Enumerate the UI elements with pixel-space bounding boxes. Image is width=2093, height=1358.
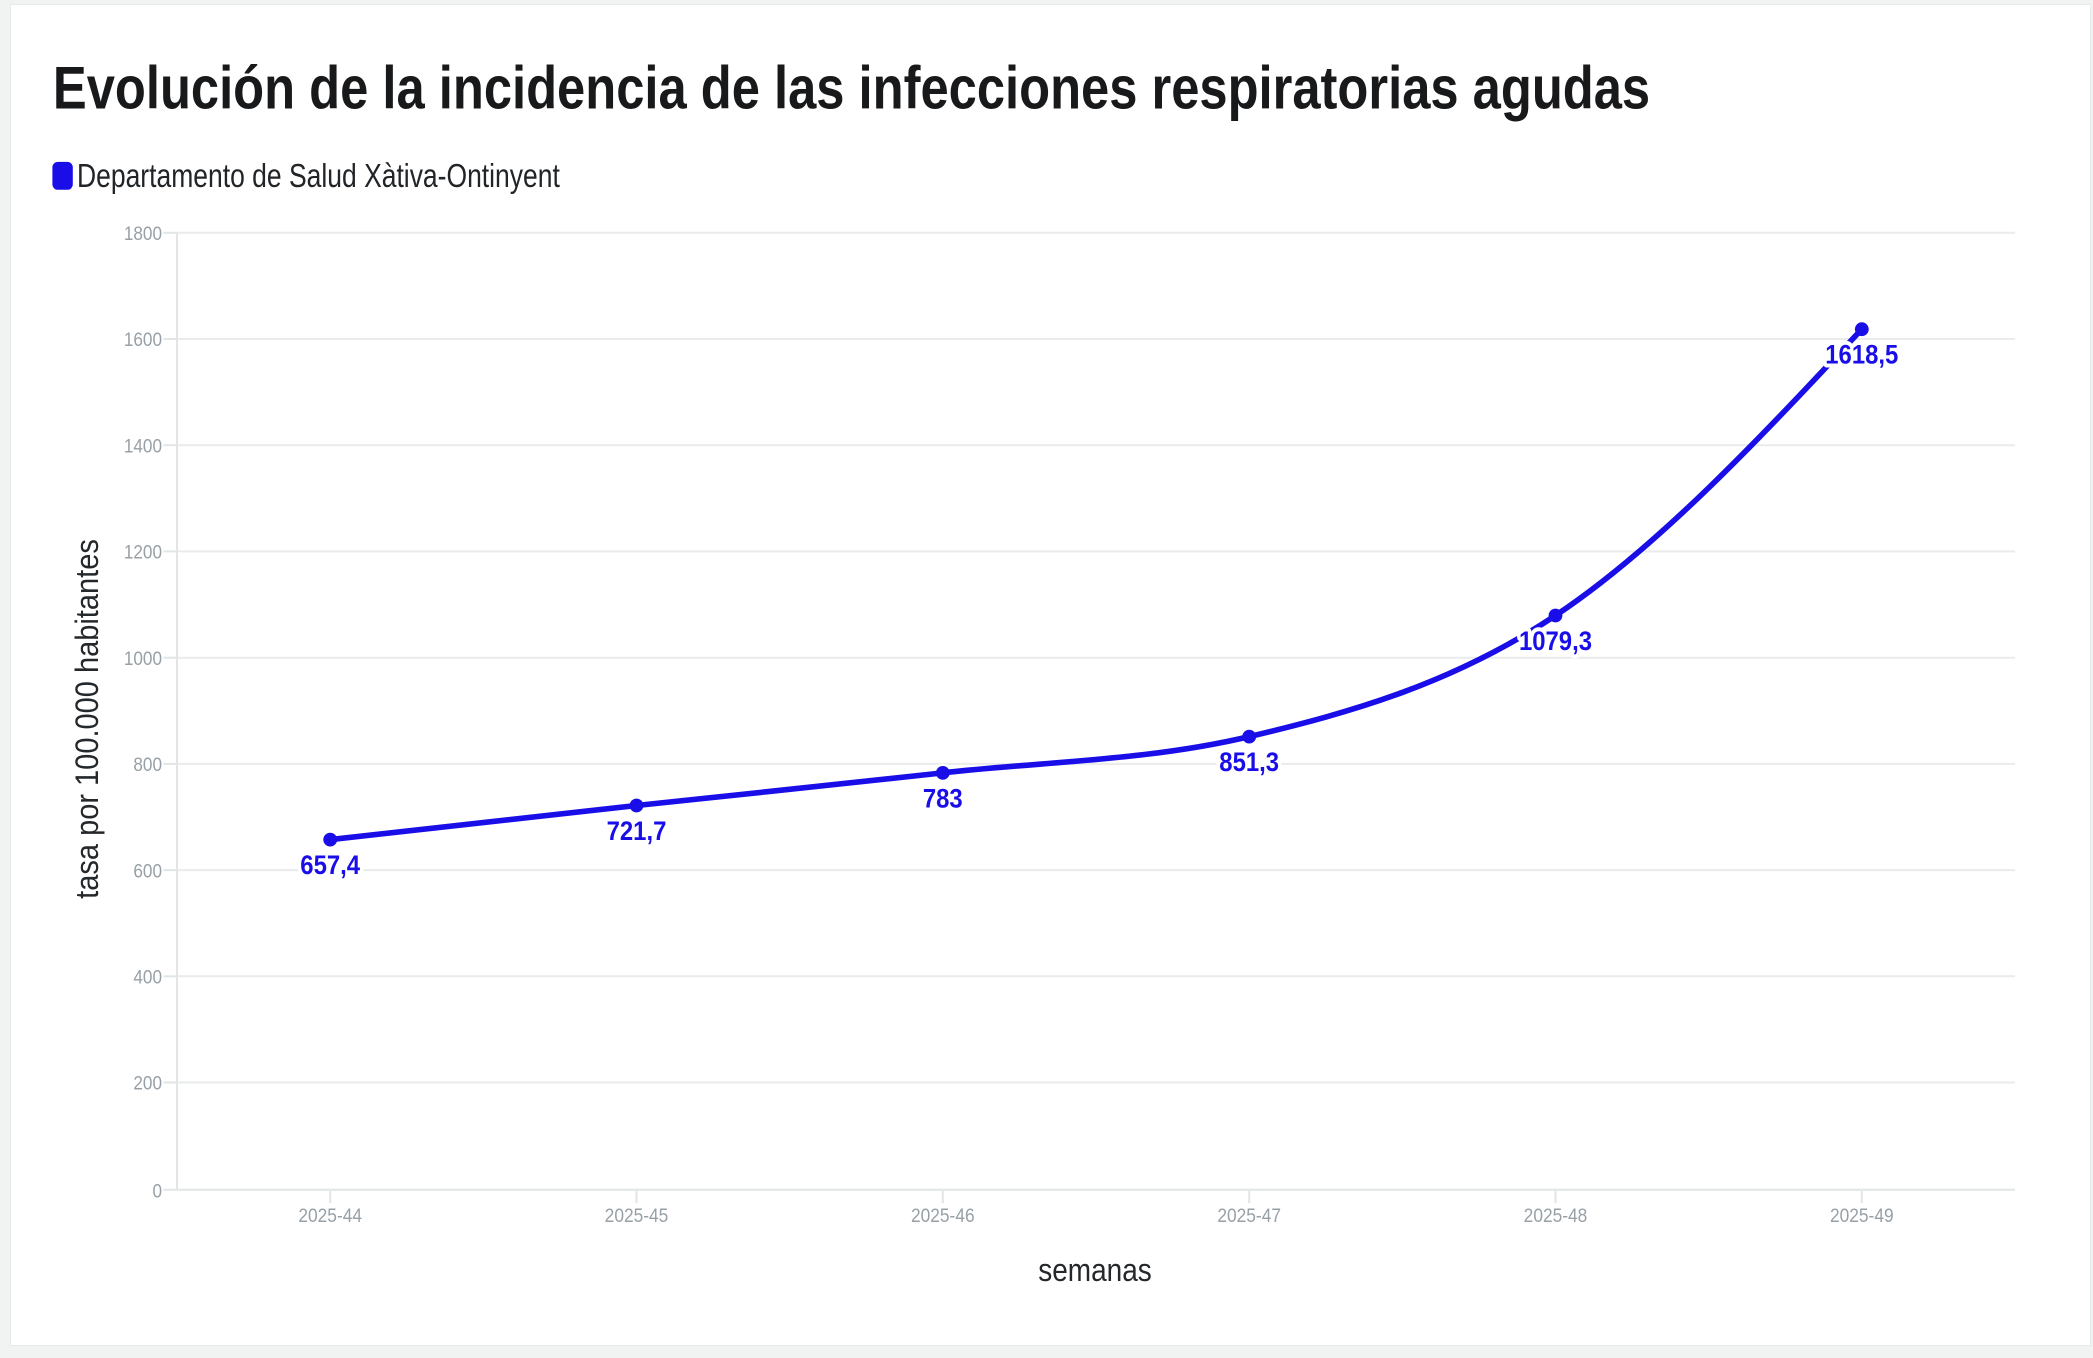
svg-text:2025-44: 2025-44 xyxy=(298,1204,362,1226)
svg-text:1400: 1400 xyxy=(124,434,162,456)
svg-text:2025-49: 2025-49 xyxy=(1830,1204,1894,1226)
svg-text:2025-46: 2025-46 xyxy=(911,1204,975,1226)
svg-text:600: 600 xyxy=(133,859,162,881)
svg-text:800: 800 xyxy=(133,753,162,775)
svg-text:1000: 1000 xyxy=(124,647,162,669)
svg-text:1800: 1800 xyxy=(124,222,162,244)
svg-text:0: 0 xyxy=(152,1179,162,1201)
svg-text:semanas: semanas xyxy=(1038,1253,1152,1288)
svg-text:200: 200 xyxy=(133,1072,162,1094)
svg-text:Evolución de la incidencia de: Evolución de la incidencia de las infecc… xyxy=(53,55,1650,122)
svg-text:851,3: 851,3 xyxy=(1219,748,1279,778)
svg-text:1600: 1600 xyxy=(124,328,162,350)
svg-text:tasa por 100.000 habitantes: tasa por 100.000 habitantes xyxy=(70,539,106,899)
svg-text:1200: 1200 xyxy=(124,541,162,563)
svg-text:Departamento de Salud Xàtiva-O: Departamento de Salud Xàtiva-Ontinyent xyxy=(77,158,560,194)
svg-text:1618,5: 1618,5 xyxy=(1825,340,1898,370)
svg-text:400: 400 xyxy=(133,965,162,987)
svg-text:1079,3: 1079,3 xyxy=(1519,627,1592,657)
svg-text:2025-47: 2025-47 xyxy=(1217,1204,1281,1226)
svg-text:2025-48: 2025-48 xyxy=(1524,1204,1588,1226)
svg-text:2025-45: 2025-45 xyxy=(605,1204,669,1226)
svg-text:721,7: 721,7 xyxy=(607,817,667,847)
svg-text:657,4: 657,4 xyxy=(300,851,361,881)
svg-text:783: 783 xyxy=(923,784,963,814)
